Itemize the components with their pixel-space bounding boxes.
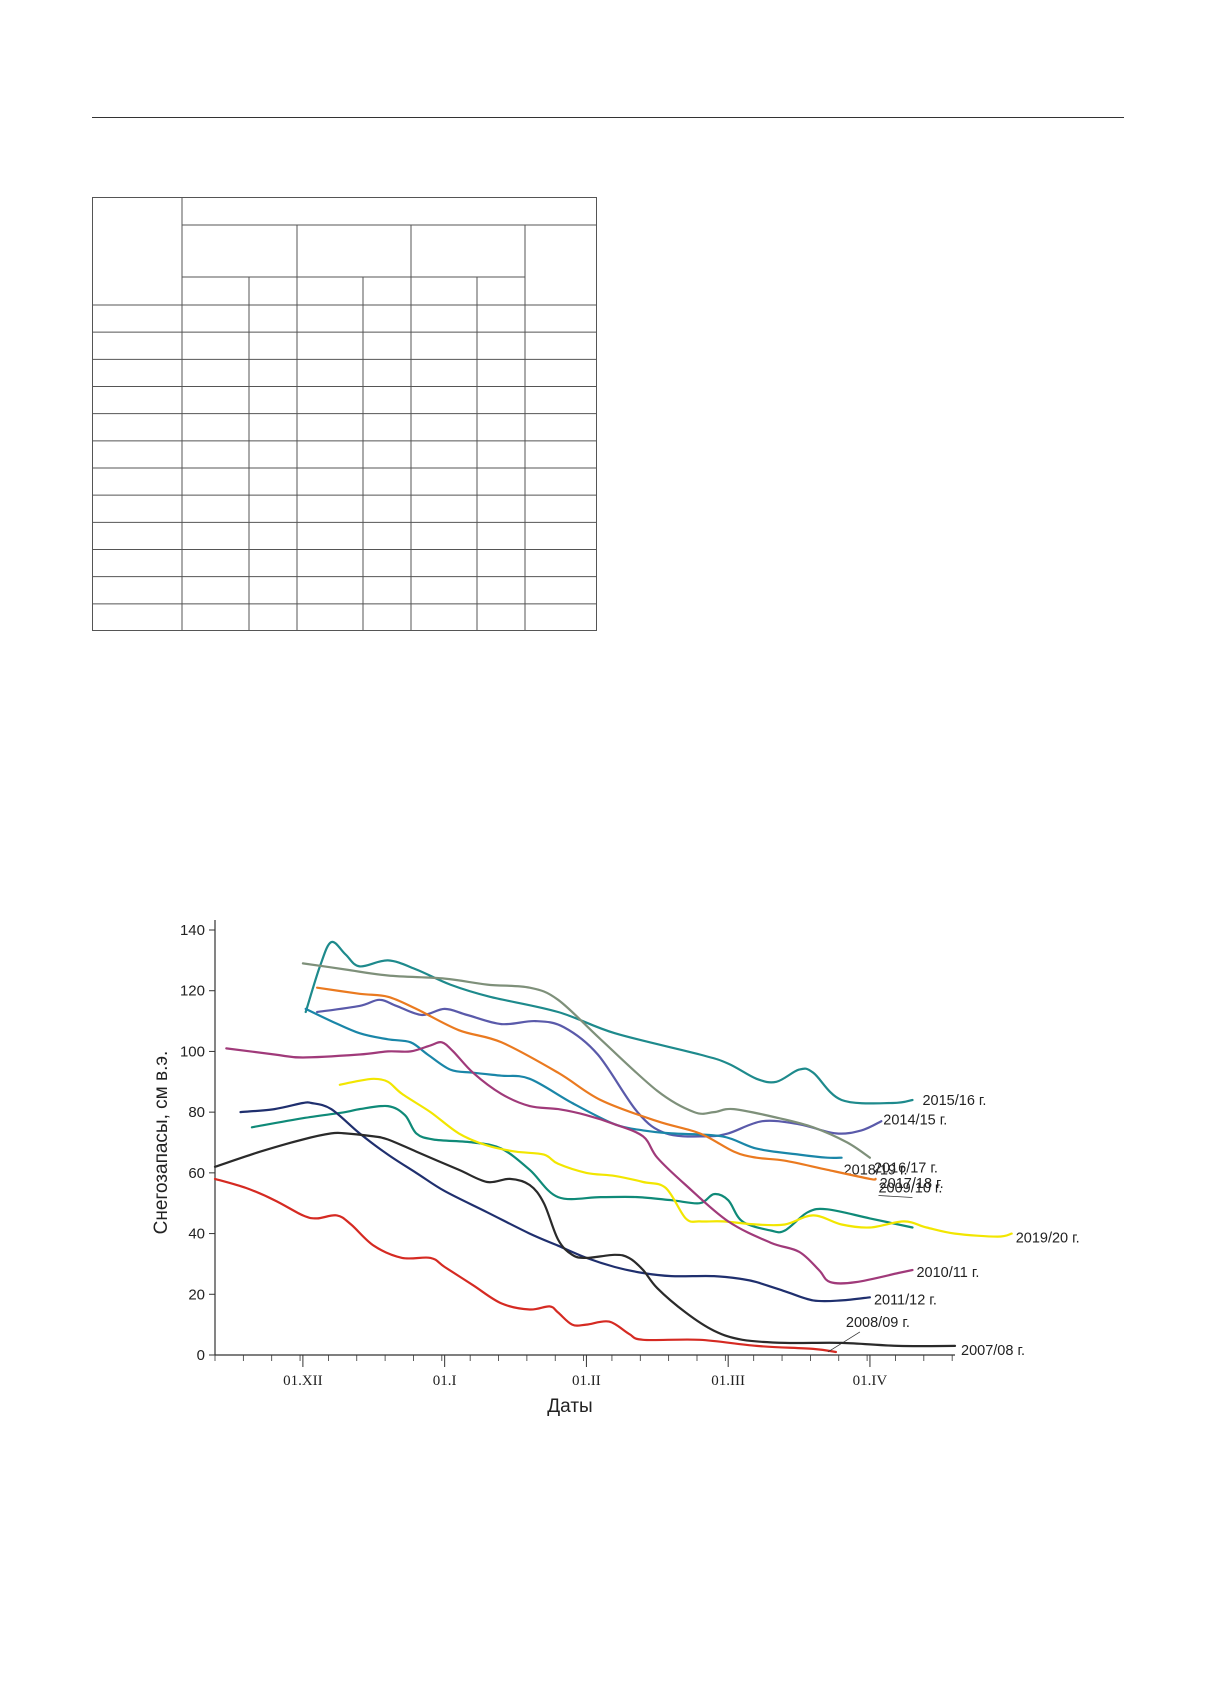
y-tick-label: 0 [197,1347,205,1364]
series-label: 2007/08 г. [961,1343,1025,1359]
data-table-grid [92,197,597,631]
y-tick-label: 80 [188,1104,205,1121]
series-line [213,1131,957,1348]
series-line [316,998,883,1138]
series-line [225,1040,914,1285]
series-line [213,1177,837,1354]
series-line [338,1077,1013,1238]
x-tick-label: 01.III [711,1373,745,1389]
series-label: 2015/16 г. [922,1093,986,1109]
x-tick-label: 01.XII [283,1373,323,1389]
y-tick-label: 100 [180,1043,205,1060]
series-label: 2017/18 г. [880,1176,944,1192]
series-label: 2010/11 г. [916,1265,979,1281]
series-label-leader [878,1195,913,1198]
series-label: 2008/09 г. [846,1315,910,1331]
series-label: 2009/10 г. [878,1181,942,1197]
series-line [304,940,914,1105]
y-axis-title: Снегозапасы, см в.э. [151,1051,172,1235]
chart-canvas: 0 20 40 60 80 100 120 140 01.XII 01.I 01.II 01.III 0… [151,920,1080,1417]
y-tick-label: 60 [188,1165,205,1182]
y-tick-label: 140 [180,922,205,939]
series-line [239,1101,871,1303]
snow-storage-chart: 0 20 40 60 80 100 120 140 01.XII 01.I 01.II 01.III 0… [140,915,1080,1417]
y-tick-label: 20 [188,1286,205,1303]
series-label: 2014/15 г. [883,1112,947,1128]
series-line [250,1104,914,1234]
series-line [304,1007,843,1160]
series-label: 2018/19 г. [844,1163,908,1179]
y-tick-label: 120 [180,983,205,1000]
x-axis-title: Даты [547,1396,592,1417]
series-label: 2019/20 г. [1016,1231,1080,1247]
series-label: 2016/17 г. [874,1161,938,1177]
series-line [316,986,877,1181]
x-tick-label: 01.IV [853,1373,888,1389]
x-tick-label: 01.I [433,1373,457,1389]
series-group: 2015/16 г. 2014/15 г. 2016/17 г.2018/19 г.… [213,940,1080,1359]
series-label: 2011/12 г. [874,1292,937,1308]
series-line [301,962,871,1159]
y-tick-label: 40 [188,1226,205,1243]
table-grid-lines [92,197,597,631]
x-tick-label: 01.II [572,1373,601,1389]
page-header-rule [92,117,1124,118]
